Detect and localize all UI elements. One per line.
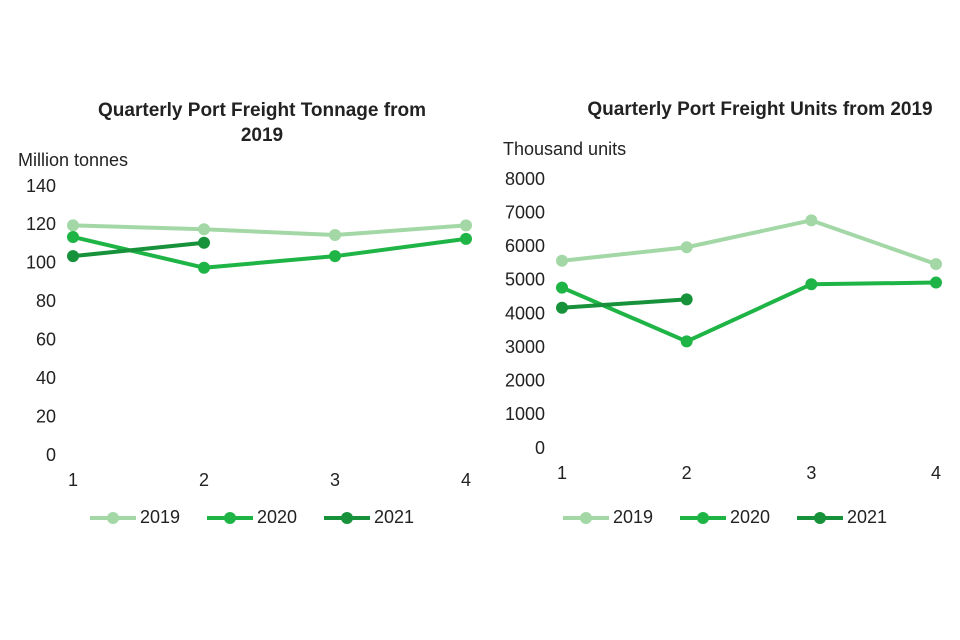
y-tick-label: 60 xyxy=(36,329,56,349)
y-axis-label: Thousand units xyxy=(503,139,626,159)
y-tick-label: 8000 xyxy=(505,169,545,189)
y-tick-label: 4000 xyxy=(505,303,545,323)
chart-title: Quarterly Port Freight Tonnage from 2019 xyxy=(98,100,426,146)
legend-marker xyxy=(580,512,592,524)
data-point xyxy=(556,301,568,314)
data-point xyxy=(198,236,210,249)
legend-label: 2020 xyxy=(730,507,770,527)
y-tick-label: 120 xyxy=(26,214,56,234)
data-point xyxy=(556,254,568,267)
legend-marker xyxy=(224,512,236,524)
series-line xyxy=(561,297,687,310)
legend-label: 2021 xyxy=(847,507,887,527)
data-point xyxy=(198,223,210,236)
series-line xyxy=(72,235,467,270)
data-point xyxy=(556,281,568,294)
data-point xyxy=(680,335,693,348)
y-tick-label: 6000 xyxy=(505,236,545,256)
data-point xyxy=(805,214,818,227)
legend-marker xyxy=(814,512,826,524)
data-point xyxy=(67,230,79,243)
data-point xyxy=(805,278,818,291)
y-tick-label: 1000 xyxy=(505,404,545,424)
series-line xyxy=(561,218,937,266)
x-tick-label: 1 xyxy=(68,470,78,490)
data-point xyxy=(329,250,341,263)
y-tick-label: 80 xyxy=(36,291,56,311)
legend-label: 2019 xyxy=(613,507,653,527)
legend-marker xyxy=(697,512,709,524)
data-point xyxy=(67,250,79,263)
data-point xyxy=(930,276,942,289)
data-point xyxy=(680,293,693,306)
y-tick-label: 20 xyxy=(36,406,56,426)
data-point xyxy=(198,261,210,274)
series-line xyxy=(72,223,467,238)
y-tick-label: 7000 xyxy=(505,202,545,222)
legend-label: 2020 xyxy=(257,507,297,527)
x-tick-label: 3 xyxy=(330,470,340,490)
legend-marker xyxy=(341,512,353,524)
legend-marker xyxy=(107,512,119,524)
y-tick-label: 0 xyxy=(46,445,56,465)
data-point xyxy=(930,258,942,271)
y-tick-label: 5000 xyxy=(505,270,545,290)
data-point xyxy=(460,232,472,245)
y-axis-label: Million tonnes xyxy=(18,150,128,170)
x-tick-label: 3 xyxy=(806,463,816,483)
y-tick-label: 0 xyxy=(535,438,545,458)
y-tick-label: 3000 xyxy=(505,337,545,357)
data-point xyxy=(460,219,472,232)
y-tick-label: 40 xyxy=(36,368,56,388)
series-line xyxy=(72,240,205,259)
data-point xyxy=(329,229,341,242)
data-point xyxy=(680,241,693,254)
legend-label: 2021 xyxy=(374,507,414,527)
y-tick-label: 100 xyxy=(26,253,56,273)
x-tick-label: 1 xyxy=(557,463,567,483)
x-tick-label: 2 xyxy=(682,463,692,483)
data-point xyxy=(67,219,79,232)
x-tick-label: 4 xyxy=(461,470,471,490)
series-line xyxy=(561,280,937,344)
x-tick-label: 2 xyxy=(199,470,209,490)
chart-title: Quarterly Port Freight Units from 2019 xyxy=(587,99,933,120)
legend-label: 2019 xyxy=(140,507,180,527)
y-tick-label: 140 xyxy=(26,176,56,196)
y-tick-label: 2000 xyxy=(505,371,545,391)
x-tick-label: 4 xyxy=(931,463,941,483)
